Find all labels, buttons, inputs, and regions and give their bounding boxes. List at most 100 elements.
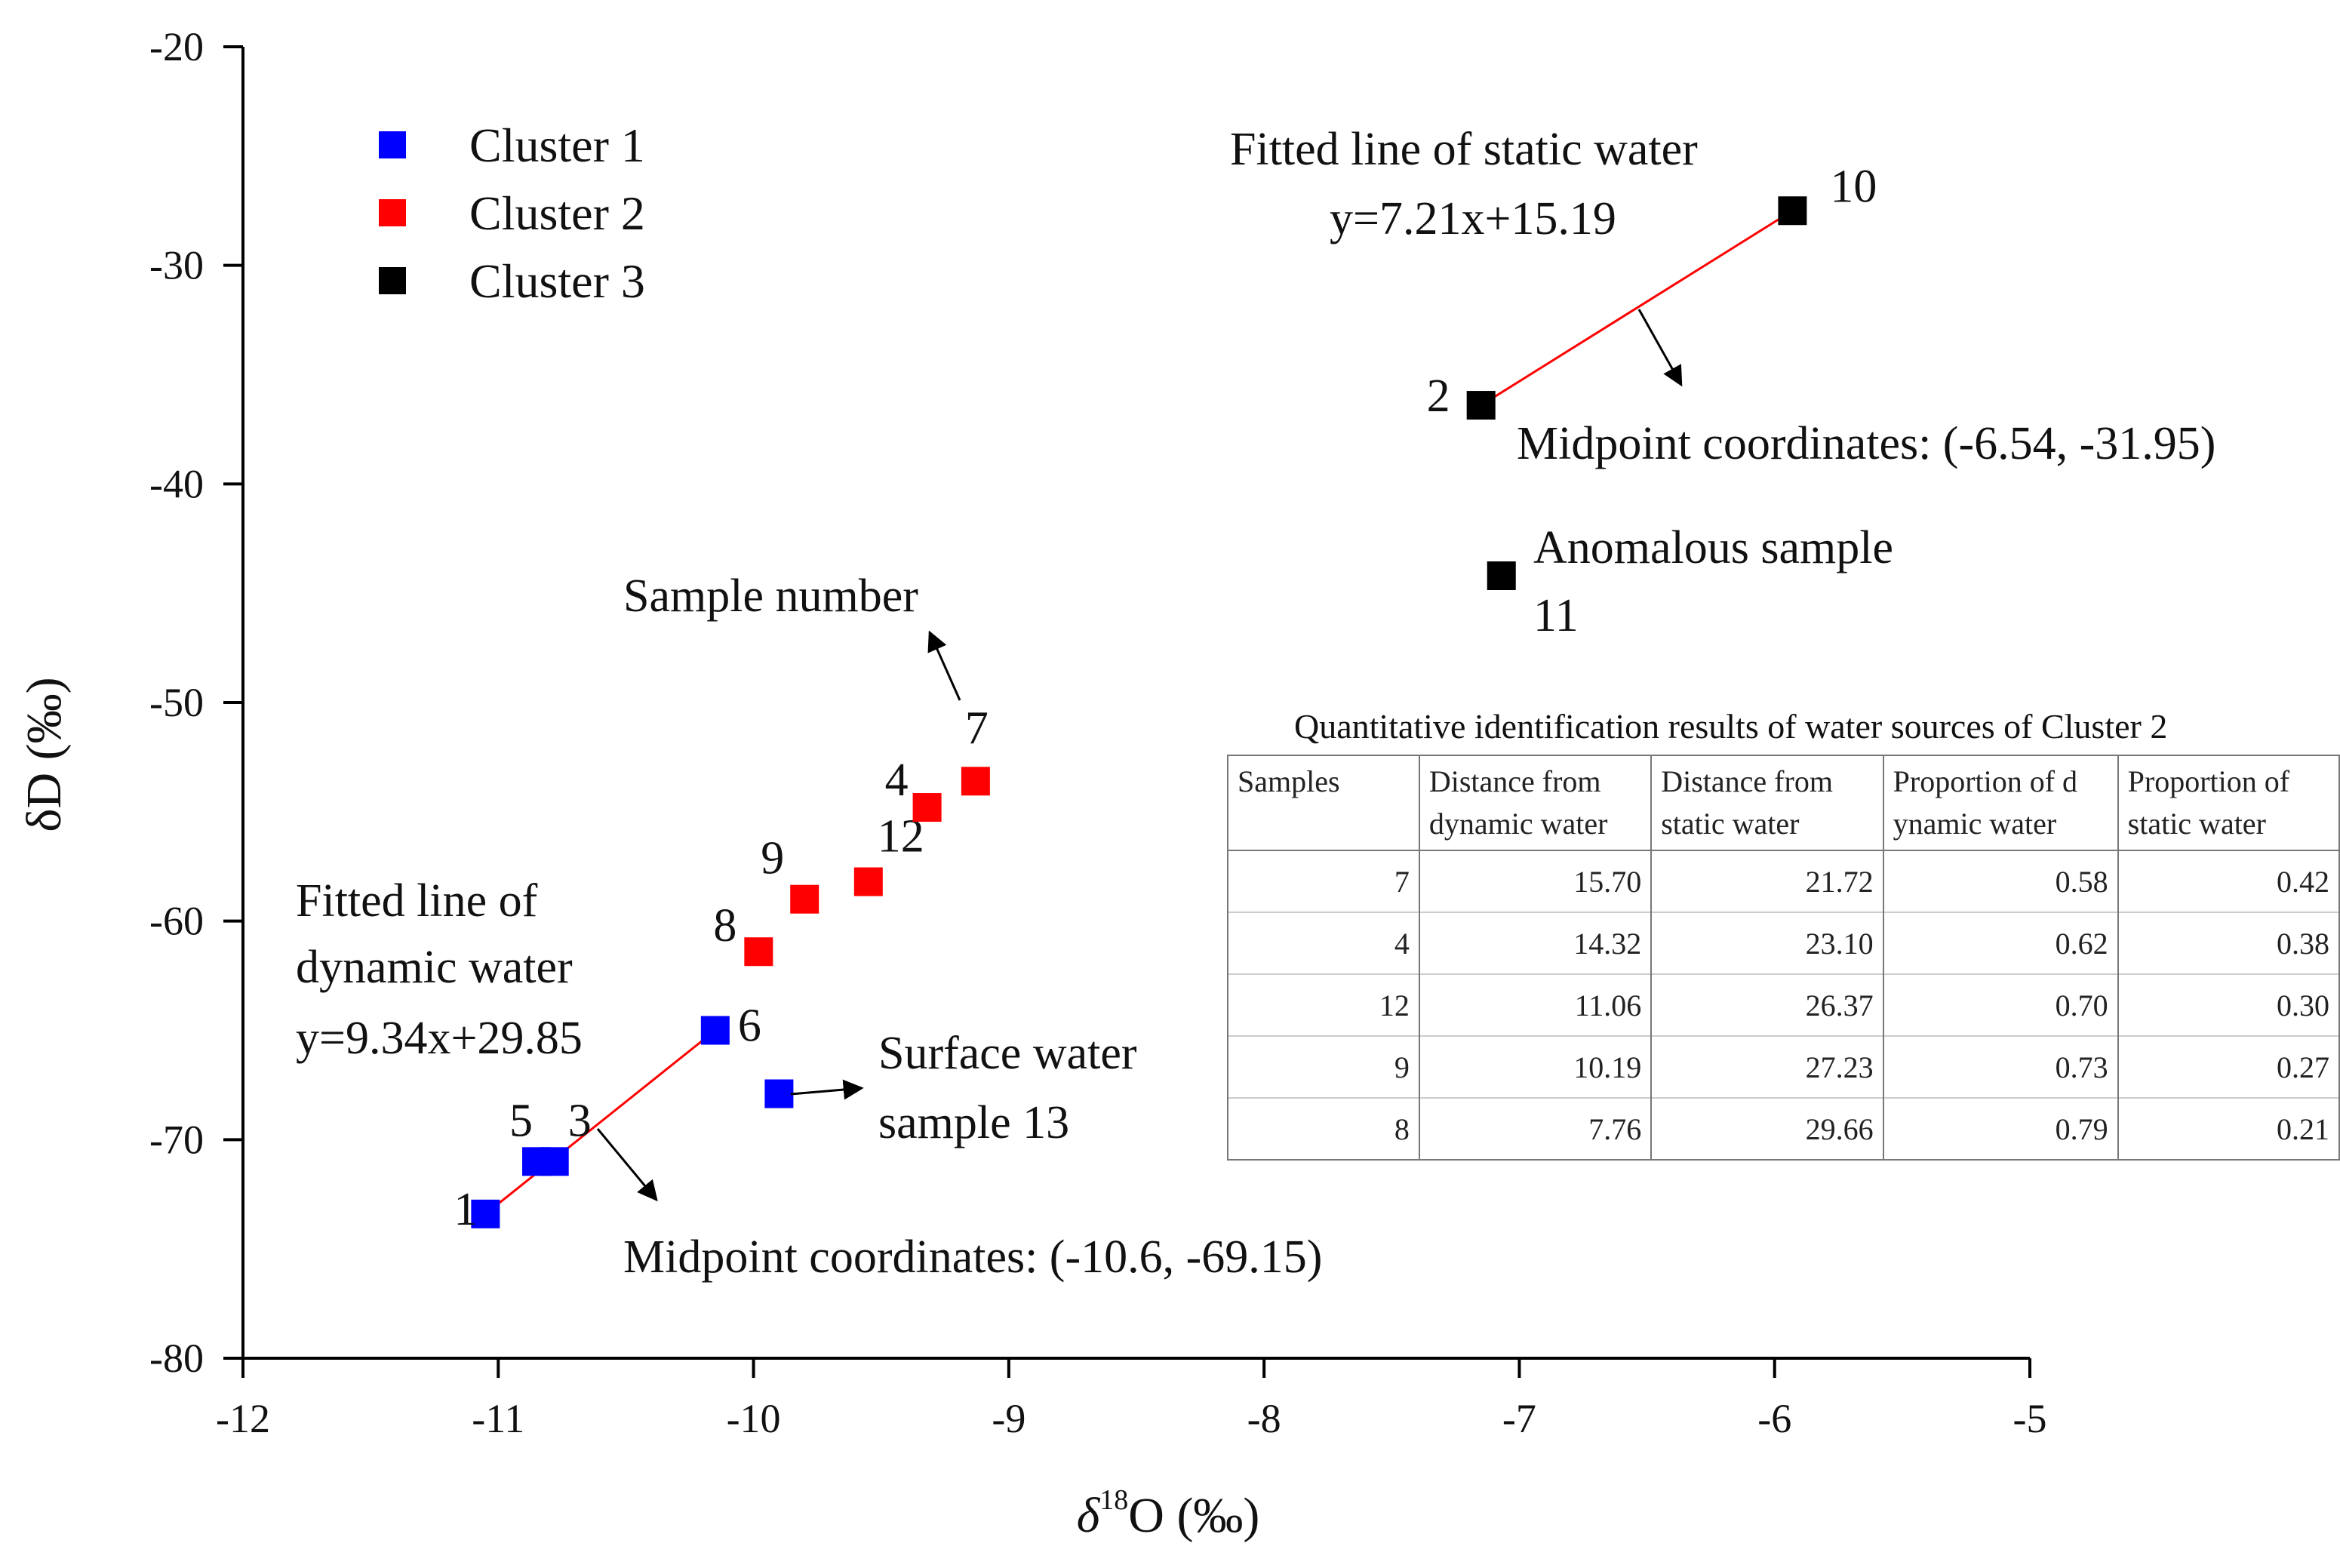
point-cluster-2 xyxy=(744,937,773,967)
table-cell: 0.42 xyxy=(2117,850,2340,912)
y-tick-label: -70 xyxy=(149,1117,204,1162)
surface-water-arrow xyxy=(790,1079,864,1100)
x-tick-label: -11 xyxy=(472,1396,524,1441)
point-cluster-1 xyxy=(764,1079,794,1108)
static-midpoint-arrow xyxy=(1637,309,1683,387)
point-label: 10 xyxy=(1830,161,1877,212)
legend-marker-cluster-2 xyxy=(379,199,406,226)
annotations: Fitted line of static water y=7.21x+15.1… xyxy=(296,124,2215,1283)
legend-label-cluster-1: Cluster 1 xyxy=(469,118,645,172)
table-header-text: static water xyxy=(1661,807,1800,841)
table-header-text: dynamic water xyxy=(1428,807,1608,841)
table-cell: 27.23 xyxy=(1650,1035,1884,1098)
table-row: 8 7.76 29.66 0.79 0.21 xyxy=(1227,1097,2340,1160)
table-cell: 12 xyxy=(1227,973,1420,1036)
table-header-text: Samples xyxy=(1238,764,1340,798)
x-axis-title-rest: O (‰) xyxy=(1128,1488,1259,1543)
y-ticks: -80 -70 -60 -50 -40 -30 -20 xyxy=(149,24,243,1381)
point-label: 2 xyxy=(1427,370,1450,422)
table-header-text: static water xyxy=(2127,807,2266,841)
point-cluster-2 xyxy=(961,767,990,796)
sample-number-label: Sample number xyxy=(623,570,918,622)
y-axis-title: δD (‰) xyxy=(17,677,72,832)
point-cluster-3 xyxy=(1778,196,1807,226)
dynamic-midpoint-arrow xyxy=(596,1128,658,1202)
y-tick-label: -30 xyxy=(149,243,204,288)
table-cell: 15.70 xyxy=(1418,850,1653,912)
table-header-text: Distance from xyxy=(1661,764,1833,798)
x-tick-label: -6 xyxy=(1757,1396,1791,1441)
static-line-equation: y=7.21x+15.19 xyxy=(1330,193,1616,244)
table-caption: Quantitative identification results of w… xyxy=(1294,707,2168,746)
legend-label-cluster-3: Cluster 3 xyxy=(469,254,645,308)
table-header-cell: Proportion of d ynamic water xyxy=(1882,755,2119,851)
legend: Cluster 1 Cluster 2 Cluster 3 xyxy=(379,118,645,308)
table-cell: 9 xyxy=(1227,1035,1420,1098)
table-cell: 0.79 xyxy=(1882,1097,2119,1160)
point-label: 1 xyxy=(454,1184,477,1235)
table-row: 7 15.70 21.72 0.58 0.42 xyxy=(1227,850,2340,912)
table-header-cell: Distance from dynamic water xyxy=(1418,755,1653,851)
x-tick-label: -8 xyxy=(1247,1396,1281,1441)
surface-water-label-1: Surface water xyxy=(878,1028,1137,1079)
point-cluster-3 xyxy=(1487,561,1516,590)
axes xyxy=(241,47,2030,1360)
point-label: 5 xyxy=(509,1095,533,1146)
table-header-text: ynamic water xyxy=(1893,807,2057,841)
anomalous-sample-number: 11 xyxy=(1533,590,1579,641)
table-row: 4 14.32 23.10 0.62 0.38 xyxy=(1227,912,2340,974)
x-tick-label: -9 xyxy=(992,1396,1025,1441)
table-cell: 7.76 xyxy=(1418,1097,1653,1160)
surface-water-label-2: sample 13 xyxy=(878,1097,1069,1148)
table-cell: 14.32 xyxy=(1418,912,1653,974)
point-label: 9 xyxy=(761,833,784,884)
point-cluster-1 xyxy=(540,1147,569,1176)
y-tick-label: -50 xyxy=(149,680,204,725)
anomalous-sample-label: Anomalous sample xyxy=(1533,522,1893,573)
table-row: 9 10.19 27.23 0.73 0.27 xyxy=(1227,1035,2340,1098)
point-cluster-1 xyxy=(471,1199,500,1228)
table-cell: 4 xyxy=(1227,912,1420,974)
table-cell: 0.21 xyxy=(2117,1097,2340,1160)
table-cell: 8 xyxy=(1227,1097,1420,1160)
point-cluster-1 xyxy=(700,1016,730,1045)
point-label: 7 xyxy=(965,703,989,754)
table-cell: 0.58 xyxy=(1882,850,2119,912)
table-header-text: Distance from xyxy=(1428,764,1601,798)
table-header-row: Samples Distance from dynamic water Distanc… xyxy=(1227,755,2340,851)
static-line-title: Fitted line of static water xyxy=(1230,124,1698,175)
table-cell: 0.27 xyxy=(2117,1035,2340,1098)
table-cell: 23.10 xyxy=(1650,912,1884,974)
table-cell: 0.70 xyxy=(1882,973,2119,1036)
point-label: 6 xyxy=(738,1001,761,1052)
fit-line-dynamic xyxy=(484,1029,716,1215)
table-cell: 29.66 xyxy=(1650,1097,1884,1160)
fit-lines xyxy=(484,209,1794,1215)
dynamic-midpoint-label: Midpoint coordinates: (-10.6, -69.15) xyxy=(623,1231,1322,1283)
table-header-cell: Samples xyxy=(1227,755,1420,851)
table-cell: 11.06 xyxy=(1418,973,1653,1036)
static-midpoint-label: Midpoint coordinates: (-6.54, -31.95) xyxy=(1517,418,2215,469)
x-axis-title-superscript: 18 xyxy=(1099,1484,1128,1516)
fit-line-static xyxy=(1480,209,1794,407)
point-label: 4 xyxy=(885,755,909,806)
y-tick-label: -80 xyxy=(149,1336,204,1381)
legend-marker-cluster-1 xyxy=(379,131,406,158)
table-header-cell: Proportion of static water xyxy=(2117,755,2340,851)
table-row: 12 11.06 26.37 0.70 0.30 xyxy=(1227,973,2340,1036)
x-tick-label: -10 xyxy=(727,1396,781,1441)
table-body: 7 15.70 21.72 0.58 0.42 4 14.32 23.10 0.62 0.38 12… xyxy=(1227,850,2340,1160)
point-cluster-2 xyxy=(912,793,942,822)
x-tick-label: -5 xyxy=(2013,1396,2047,1441)
dynamic-line-title-1: Fitted line of xyxy=(296,875,538,927)
table-cell: 7 xyxy=(1227,850,1420,912)
x-axis-title-symbol: δ xyxy=(1077,1488,1101,1543)
table-cell: 0.73 xyxy=(1882,1035,2119,1098)
y-tick-label: -60 xyxy=(149,899,204,944)
dynamic-line-title-2: dynamic water xyxy=(296,942,573,993)
table-header-text: Proportion of xyxy=(2127,764,2290,798)
table-cell: 10.19 xyxy=(1418,1035,1653,1098)
table-header-text: Proportion of d xyxy=(1893,764,2078,798)
